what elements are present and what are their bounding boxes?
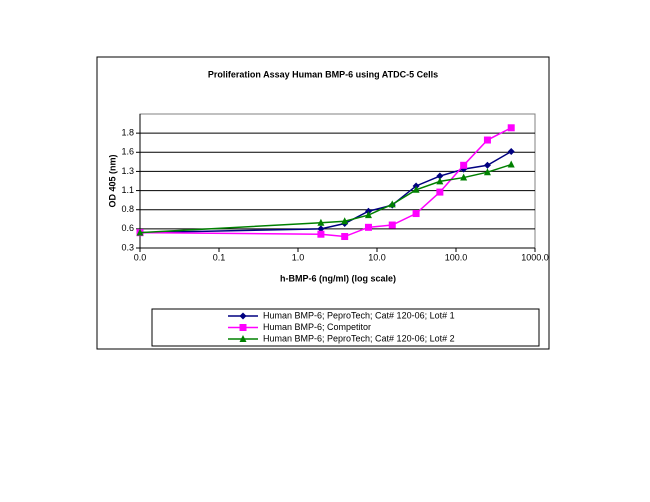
y-tick-label: 0.8 [121,204,134,214]
series-line [139,163,512,234]
y-tick-label: 0.3 [121,242,134,252]
marker [483,161,491,169]
x-tick-label: 10.0 [368,252,386,262]
x-tick-label: 1.0 [292,252,305,262]
marker [436,172,444,180]
marker [388,200,396,208]
plot-area [139,113,536,249]
y-tick-label: 1.6 [121,147,134,157]
marker [239,324,247,331]
series-line [139,150,512,234]
marker [136,228,144,236]
marker [239,312,247,320]
marker [239,335,247,342]
y-tick-label: 0.6 [121,223,134,233]
x-tick-label: 0.1 [213,252,226,262]
y-tick-label: 1.3 [121,166,134,176]
marker [507,148,515,156]
marker [412,185,420,193]
marker [364,211,372,219]
marker [436,177,444,185]
marker [507,160,515,168]
y-axis-title: OD 405 (nm) [107,154,117,207]
x-tick-label: 100.0 [445,252,468,262]
legend-box [151,308,540,347]
marker [460,161,468,169]
marker [317,230,325,238]
marker [436,188,444,196]
marker [507,124,515,132]
legend-label: Human BMP-6; PeproTech; Cat# 120-06; Lot… [263,310,455,320]
marker [460,173,468,181]
legend-label: Human BMP-6; PeproTech; Cat# 120-06; Lot… [263,333,455,343]
marker [483,136,491,144]
x-tick-label: 0.0 [134,252,147,262]
marker [341,217,349,225]
x-axis-title: h-BMP-6 (ng/ml) (log scale) [280,273,396,283]
marker [388,221,396,229]
marker [317,218,325,226]
x-tick-label: 1000.0 [521,252,549,262]
marker [483,168,491,176]
y-tick-label: 1.1 [121,185,134,195]
series-line [139,127,512,238]
y-tick-label: 1.8 [121,128,134,138]
legend-label: Human BMP-6; Competitor [263,322,371,332]
marker [317,225,325,233]
chart-title: Proliferation Assay Human BMP-6 using AT… [208,69,438,79]
marker [364,223,372,231]
marker [412,210,420,218]
marker [341,233,349,241]
